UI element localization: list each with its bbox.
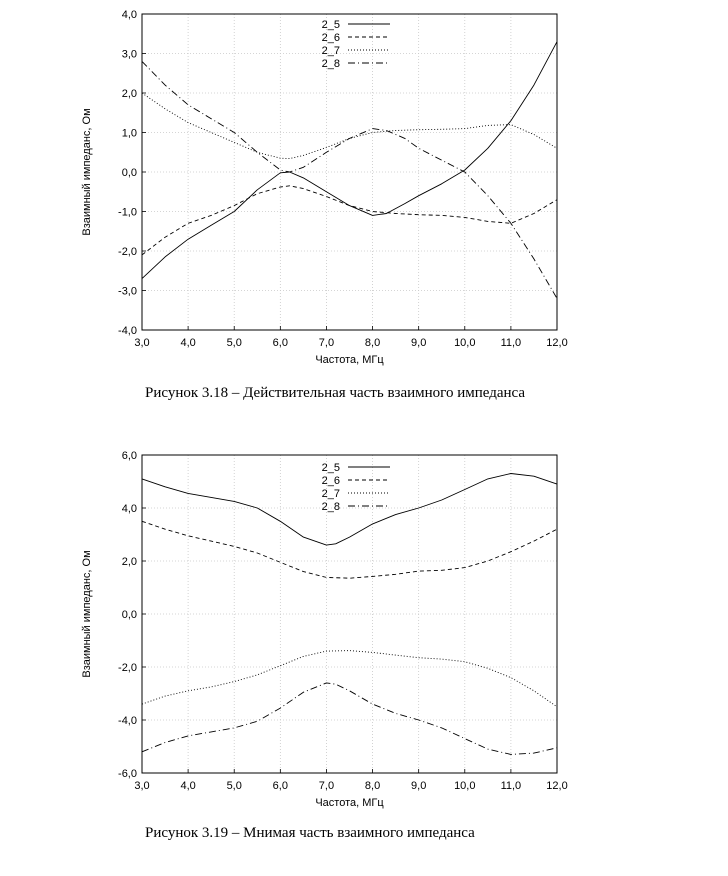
chart-2-svg: 3,0 4,0 5,0 6,0 7,0 8,0 9,0 10,0 11,0 12,0 6,0 4,0 2… [81, 450, 568, 809]
x-tick-label: 6,0 [273, 337, 288, 349]
x-tick-label: 7,0 [319, 780, 334, 792]
legend-entry-label: 2_6 [322, 32, 340, 44]
x-tick-label: 12,0 [546, 337, 567, 349]
grid [141, 454, 558, 774]
x-tick-label: 10,0 [454, 337, 475, 349]
y-tick-label: 1,0 [122, 128, 137, 140]
y-tick-label: 2,0 [122, 556, 137, 568]
x-tick-label: 3,0 [134, 337, 149, 349]
x-tick-label: 7,0 [319, 337, 334, 349]
x-tick-label: 9,0 [411, 337, 426, 349]
series-line-2_6 [141, 185, 558, 256]
legend: 2_52_62_72_8 [322, 462, 390, 513]
chart-real-part: 3,0 4,0 5,0 6,0 7,0 8,0 9,0 10,0 11,0 12,0 4,0 3,0 2… [0, 0, 728, 420]
chart-2-caption: Рисунок 3.19 – Мнимая часть взаимного им… [145, 825, 475, 841]
series-line-2_8 [141, 61, 558, 299]
y-tick-label: -6,0 [118, 768, 137, 780]
legend-entry-label: 2_5 [322, 19, 340, 31]
series-line-2_8 [141, 682, 558, 755]
series-line-2_5 [141, 473, 558, 546]
x-tick-label: 4,0 [180, 780, 195, 792]
x-tick-label: 9,0 [411, 780, 426, 792]
y-tick-label: 4,0 [122, 9, 137, 21]
legend-entry-label: 2_8 [322, 58, 340, 70]
legend-entry-label: 2_8 [322, 501, 340, 513]
x-tick-label: 12,0 [546, 780, 567, 792]
y-axis-label: Взаимный импеданс, Ом [81, 108, 93, 235]
x-tick-label: 5,0 [227, 337, 242, 349]
plot-frame [141, 13, 558, 331]
x-tick-label: 5,0 [227, 780, 242, 792]
series-line-2_7 [141, 650, 558, 708]
y-tick-label: -2,0 [118, 662, 137, 674]
x-axis-label: Частота, МГц [315, 354, 384, 366]
grid [141, 13, 558, 331]
legend-entry-label: 2_6 [322, 475, 340, 487]
plot-frame [141, 454, 558, 774]
x-tick-label: 11,0 [501, 780, 522, 792]
y-axis-label: Взаимный импеданс, Ом [81, 550, 93, 677]
legend-entry-label: 2_5 [322, 462, 340, 474]
legend: 2_52_62_72_8 [322, 19, 390, 70]
series-line-2_6 [141, 520, 558, 579]
x-tick-label: 8,0 [365, 337, 380, 349]
x-tick-label: 10,0 [454, 780, 475, 792]
series-line-2_7 [141, 92, 558, 160]
y-tick-label: -2,0 [118, 246, 137, 258]
series-line-2_5 [141, 41, 558, 279]
y-tick-label: 2,0 [122, 88, 137, 100]
x-axis-label: Частота, МГц [315, 797, 384, 809]
legend-entry-label: 2_7 [322, 488, 340, 500]
y-tick-label: -1,0 [118, 207, 137, 219]
chart-1-caption: Рисунок 3.18 – Действительная часть взаи… [145, 385, 526, 401]
x-tick-label: 8,0 [365, 780, 380, 792]
y-tick-label: 0,0 [122, 609, 137, 621]
y-tick-label: 0,0 [122, 167, 137, 179]
y-tick-label: 3,0 [122, 49, 137, 61]
x-tick-label: 11,0 [501, 337, 522, 349]
x-tick-label: 3,0 [134, 780, 149, 792]
y-tick-label: -4,0 [118, 325, 137, 337]
y-tick-label: 6,0 [122, 450, 137, 462]
legend-entry-label: 2_7 [322, 45, 340, 57]
x-tick-label: 4,0 [180, 337, 195, 349]
chart-1-svg: 3,0 4,0 5,0 6,0 7,0 8,0 9,0 10,0 11,0 12,0 4,0 3,0 2… [81, 9, 568, 366]
y-tick-label: 4,0 [122, 503, 137, 515]
x-tick-label: 6,0 [273, 780, 288, 792]
y-tick-label: -3,0 [118, 286, 137, 298]
chart-imaginary-part: 3,0 4,0 5,0 6,0 7,0 8,0 9,0 10,0 11,0 12,0 6,0 4,0 2… [0, 440, 728, 876]
y-tick-label: -4,0 [118, 715, 137, 727]
